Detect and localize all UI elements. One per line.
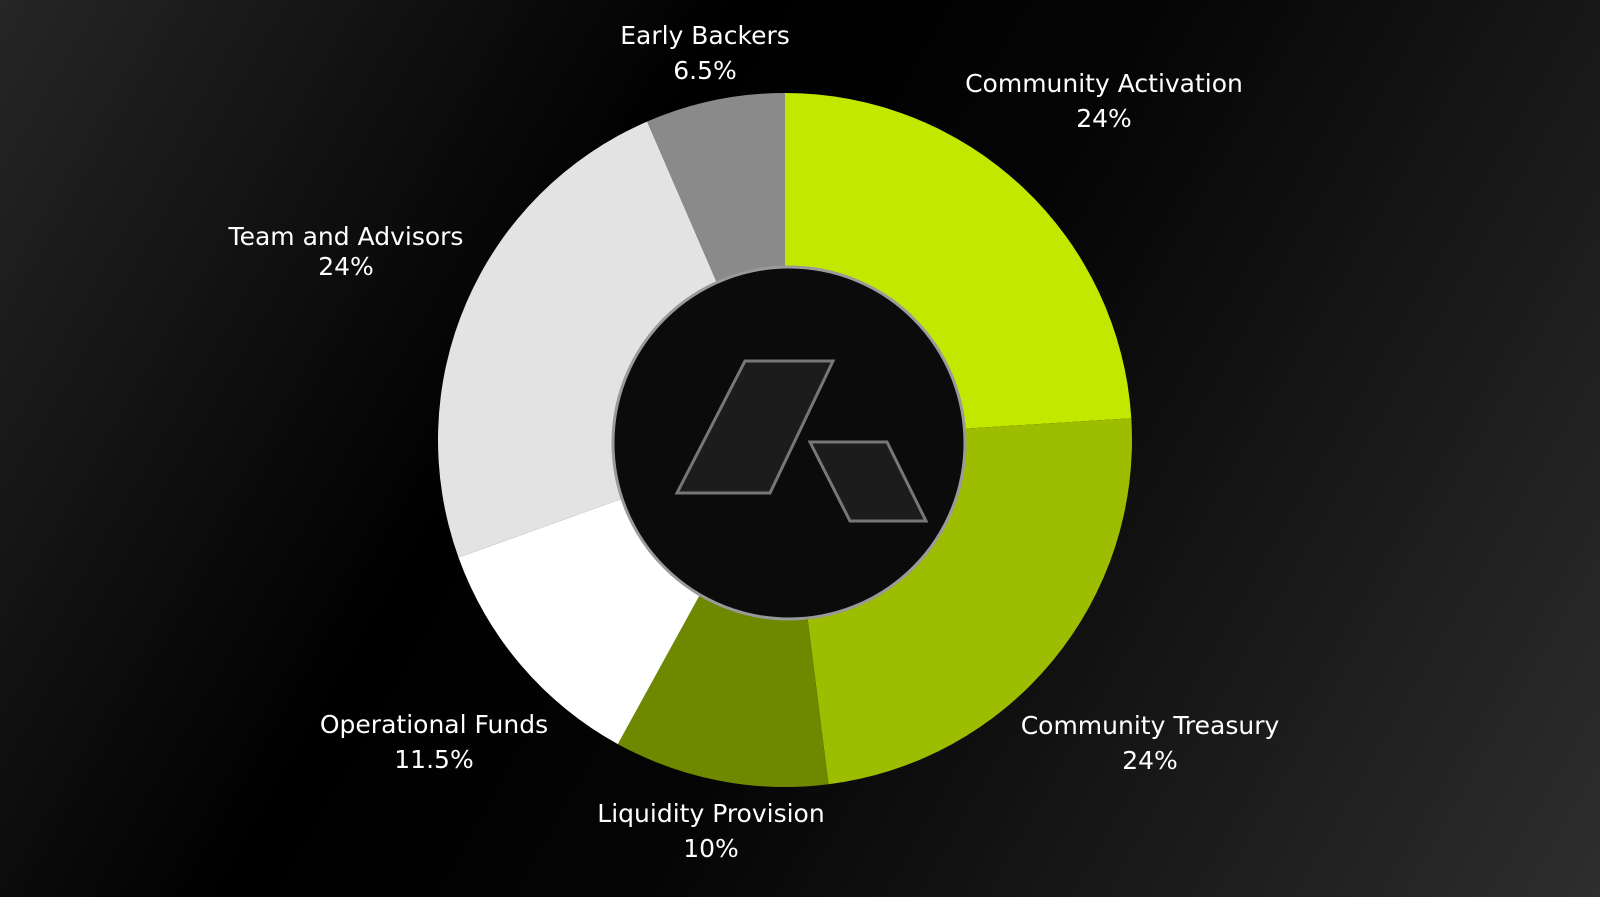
slice-operational-funds xyxy=(458,497,704,745)
slice-label: Operational Funds xyxy=(320,710,548,739)
slice-community-treasury xyxy=(806,418,1133,785)
slice-value-label: 11.5% xyxy=(394,745,473,774)
slice-label: Early Backers xyxy=(620,21,790,50)
slice-label: Liquidity Provision xyxy=(597,799,824,828)
slice-value-label: 24% xyxy=(1076,104,1132,133)
slice-label: Community Treasury xyxy=(1021,711,1280,740)
slice-value-label: 24% xyxy=(1122,746,1178,775)
slice-value-label: 10% xyxy=(683,834,739,863)
slice-label: Community Activation xyxy=(965,69,1243,98)
slice-liquidity-provision xyxy=(617,588,829,787)
slice-early-backers xyxy=(647,93,785,284)
slice-team-and-advisors xyxy=(438,121,718,558)
brand-logo-icon xyxy=(674,359,929,523)
slice-community-activation xyxy=(785,93,1132,430)
slice-label: Team and Advisors xyxy=(228,222,464,251)
slice-value-label: 24% xyxy=(318,252,374,281)
slice-value-label: 6.5% xyxy=(673,56,737,85)
